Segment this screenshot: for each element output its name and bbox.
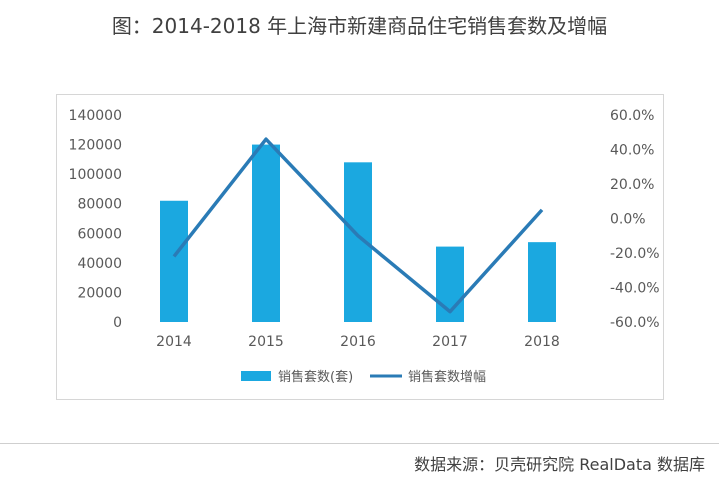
bar-2015 xyxy=(252,144,280,322)
legend-line-label: 销售套数增幅 xyxy=(408,369,486,385)
y-left-tick: 120000 xyxy=(69,138,122,154)
growth-line xyxy=(172,137,544,314)
y-right-tick: 0.0% xyxy=(610,212,646,228)
y-left-tick: 0 xyxy=(113,315,122,331)
x-tick-2018: 2018 xyxy=(524,334,560,350)
y-left-tick: 20000 xyxy=(77,285,122,301)
y-axis-left: 0 20000 40000 60000 80000 100000 120000 140000 xyxy=(69,108,122,331)
divider xyxy=(0,443,719,444)
line-series xyxy=(172,137,544,314)
y-right-tick: 40.0% xyxy=(610,143,654,159)
y-right-tick: -20.0% xyxy=(610,246,660,262)
legend-bar-swatch xyxy=(241,371,271,381)
bar-2018 xyxy=(528,242,556,322)
y-left-tick: 80000 xyxy=(77,197,122,213)
chart-title: 图：2014-2018 年上海市新建商品住宅销售套数及增幅 xyxy=(111,14,608,38)
x-tick-2014: 2014 xyxy=(156,334,192,350)
y-left-tick: 140000 xyxy=(69,108,122,124)
y-right-tick: -40.0% xyxy=(610,281,660,297)
chart-frame xyxy=(56,94,664,400)
source-note: 数据来源：贝壳研究院 RealData 数据库 xyxy=(414,455,705,474)
x-tick-2015: 2015 xyxy=(248,334,284,350)
legend-bar-label: 销售套数(套) xyxy=(278,369,353,385)
legend: 销售套数(套) 销售套数增幅 xyxy=(241,369,486,385)
y-right-tick: 60.0% xyxy=(610,108,654,124)
y-right-tick: 20.0% xyxy=(610,177,654,193)
y-left-tick: 40000 xyxy=(77,256,122,272)
y-left-tick: 60000 xyxy=(77,226,122,242)
x-axis: 2014 2015 2016 2017 2018 xyxy=(156,334,560,350)
y-right-tick: -60.0% xyxy=(610,315,660,331)
y-axis-right: -60.0% -40.0% -20.0% 0.0% 20.0% 40.0% 60.0% xyxy=(610,108,660,331)
x-tick-2017: 2017 xyxy=(432,334,468,350)
x-tick-2016: 2016 xyxy=(340,334,376,350)
y-left-tick: 100000 xyxy=(69,167,122,183)
bar-2014 xyxy=(160,200,188,322)
